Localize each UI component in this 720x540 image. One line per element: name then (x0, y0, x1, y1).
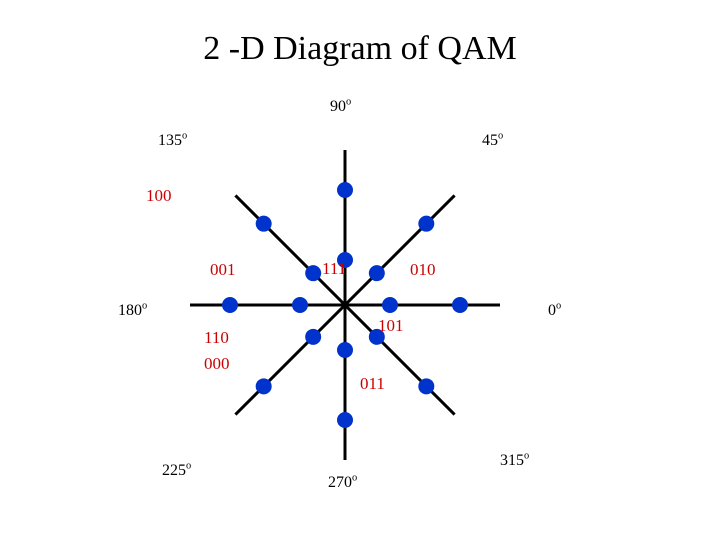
code-label: 110 (204, 329, 229, 346)
code-label: 101 (378, 317, 404, 334)
constellation-point (337, 182, 353, 198)
constellation-point (222, 297, 238, 313)
code-label: 111 (322, 260, 346, 277)
constellation-point (418, 216, 434, 232)
code-label: 011 (360, 375, 385, 392)
code-label: 010 (410, 261, 436, 278)
diagram-svg (130, 85, 570, 485)
constellation-point (452, 297, 468, 313)
angle-label: 225o (162, 463, 191, 479)
constellation-point (292, 297, 308, 313)
constellation-point (305, 329, 321, 345)
angle-label: 45o (482, 133, 503, 149)
constellation-point (382, 297, 398, 313)
angle-label: 90o (330, 99, 351, 115)
angle-label: 135o (158, 133, 187, 149)
qam-constellation-diagram: 0o45o90o135o180o225o270o315o100001111010… (130, 85, 570, 485)
angle-label: 180o (118, 303, 147, 319)
constellation-point (337, 412, 353, 428)
page-title: 2 -D Diagram of QAM (0, 30, 720, 68)
code-label: 100 (146, 187, 172, 204)
constellation-point (418, 378, 434, 394)
constellation-point (256, 378, 272, 394)
constellation-point (256, 216, 272, 232)
angle-label: 315o (500, 453, 529, 469)
code-label: 001 (210, 261, 236, 278)
constellation-point (369, 265, 385, 281)
constellation-point (305, 265, 321, 281)
constellation-point (337, 342, 353, 358)
angle-label: 270o (328, 475, 357, 491)
code-label: 000 (204, 355, 230, 372)
angle-label: 0o (548, 303, 561, 319)
